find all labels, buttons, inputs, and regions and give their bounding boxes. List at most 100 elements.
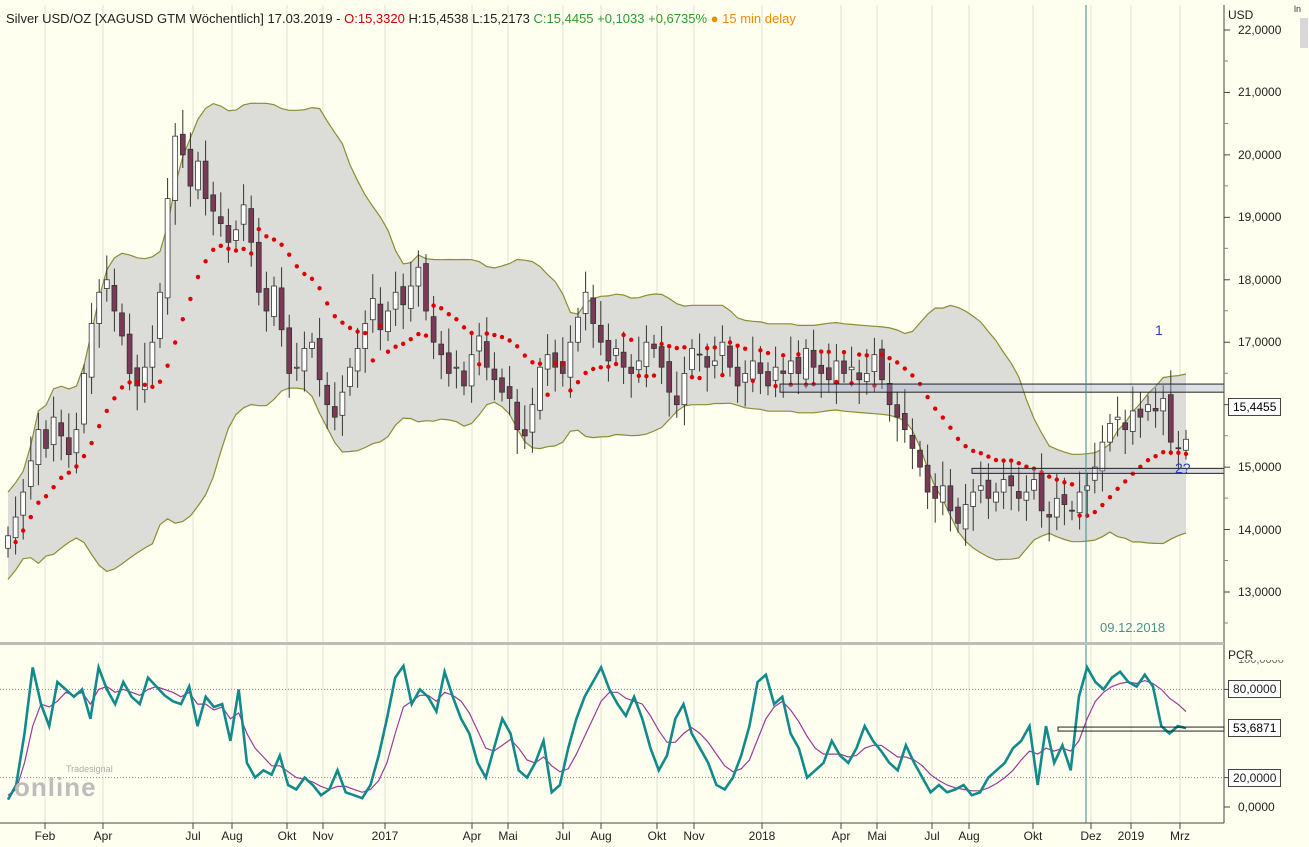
x-tick-label: Jul — [924, 829, 940, 843]
candle-body — [582, 291, 589, 314]
candle-body — [301, 348, 308, 372]
sar-dot — [575, 379, 581, 385]
sar-dot — [522, 353, 527, 358]
sar-dot — [1009, 458, 1014, 463]
y-tick-label: 20,0000 — [1238, 147, 1282, 162]
sar-dot — [1054, 477, 1060, 482]
pcr-tick-label: 20,0000 — [1228, 768, 1282, 787]
sar-dot — [104, 408, 110, 414]
sar-dot — [271, 237, 277, 242]
candle-body — [651, 343, 657, 349]
header-delay: 15 min delay — [722, 11, 796, 26]
candle-body — [810, 349, 817, 368]
candle-body — [210, 194, 217, 212]
sar-dot — [484, 331, 489, 336]
pcr-reference-lines — [0, 688, 1224, 779]
candle-body — [1084, 485, 1091, 491]
candle-body — [50, 416, 57, 446]
sar-dot — [119, 385, 125, 390]
sar-dot — [226, 246, 231, 251]
x-tick-label: Okt — [277, 829, 297, 843]
sar-dot — [583, 370, 588, 376]
sar-dot — [408, 337, 413, 342]
sar-dot — [218, 243, 223, 249]
candle-body — [673, 395, 680, 406]
candle-body — [377, 303, 384, 331]
sar-dot — [378, 323, 383, 329]
candle-body — [681, 373, 688, 406]
candle-body — [43, 429, 49, 449]
sar-dot — [948, 425, 953, 430]
candle-body — [955, 506, 961, 524]
header-symbol: Silver USD/OZ [XAGUSD GTM Wöchentlich] 1… — [6, 11, 341, 26]
delay-dot-icon: ● — [710, 11, 719, 26]
annotation-2: 2? — [1175, 460, 1191, 476]
y-tick-label: 18,0000 — [1238, 272, 1282, 287]
y-tick-label: 13,0000 — [1238, 585, 1282, 599]
sar-dot — [1092, 509, 1098, 515]
sar-dot — [195, 274, 201, 280]
scrollbar[interactable] — [1300, 18, 1308, 48]
candle-body — [1167, 394, 1174, 443]
candle-body — [65, 437, 72, 456]
candle-body — [879, 348, 885, 381]
sar-dot — [363, 330, 368, 336]
sar-dot — [173, 340, 178, 345]
y-tick-label: 17,0000 — [1238, 335, 1282, 350]
sar-dot — [477, 362, 482, 367]
sar-dot — [834, 379, 839, 385]
candle-body — [514, 401, 521, 431]
sar-dot — [1047, 474, 1052, 479]
sar-dot — [203, 259, 208, 264]
candle-body — [453, 366, 460, 369]
candle-body — [134, 367, 141, 387]
sar-dot — [256, 227, 261, 232]
candle-body — [423, 263, 429, 312]
candle-body — [696, 353, 703, 356]
candle-body — [658, 346, 665, 368]
sar-dot — [735, 343, 740, 348]
candle-body — [407, 285, 414, 309]
sar-dot — [309, 276, 315, 282]
candle-body — [1137, 408, 1144, 418]
candle-body — [400, 286, 407, 306]
candle-body — [263, 288, 270, 312]
candle-body — [103, 279, 110, 289]
candle-body — [1076, 491, 1083, 514]
x-tick-label: Apr — [831, 829, 851, 843]
pcr-zone-box — [1057, 726, 1225, 732]
candlestick-series — [5, 109, 1189, 558]
candle-body — [362, 323, 369, 349]
current-pcr-box: 53,6871 — [1228, 719, 1282, 737]
logo-main: online — [14, 772, 97, 802]
candle-body — [483, 341, 490, 368]
sar-dot — [1024, 464, 1029, 469]
sar-dot — [165, 363, 170, 368]
candle-body — [293, 366, 300, 369]
pcr-tick-label: 0,0000 — [1238, 800, 1275, 814]
candle-body — [1183, 438, 1189, 451]
candle-body — [499, 377, 505, 393]
sar-dot — [644, 374, 649, 379]
candle-body — [1038, 473, 1045, 512]
candle-body — [1008, 475, 1015, 487]
candle-body — [901, 413, 908, 431]
sar-dot — [659, 341, 664, 347]
sar-dot — [720, 372, 725, 378]
candle-body — [316, 338, 323, 381]
candle-body — [947, 485, 954, 512]
sar-dot — [773, 383, 778, 389]
sar-dot — [1115, 486, 1120, 491]
sar-dot — [530, 360, 535, 365]
sar-dot — [1062, 480, 1067, 485]
price-unit: USD — [1228, 8, 1254, 22]
sar-dot — [385, 349, 391, 354]
sar-dot — [651, 373, 657, 378]
header-close-change: C:15,4455 +0,1033 +0,6735% — [533, 11, 708, 26]
candle-body — [977, 485, 984, 491]
x-tick-label: Nov — [312, 829, 334, 843]
candle-body — [430, 316, 437, 343]
sar-dot — [507, 338, 512, 343]
sar-dot — [249, 251, 254, 256]
candle-body — [795, 356, 802, 374]
